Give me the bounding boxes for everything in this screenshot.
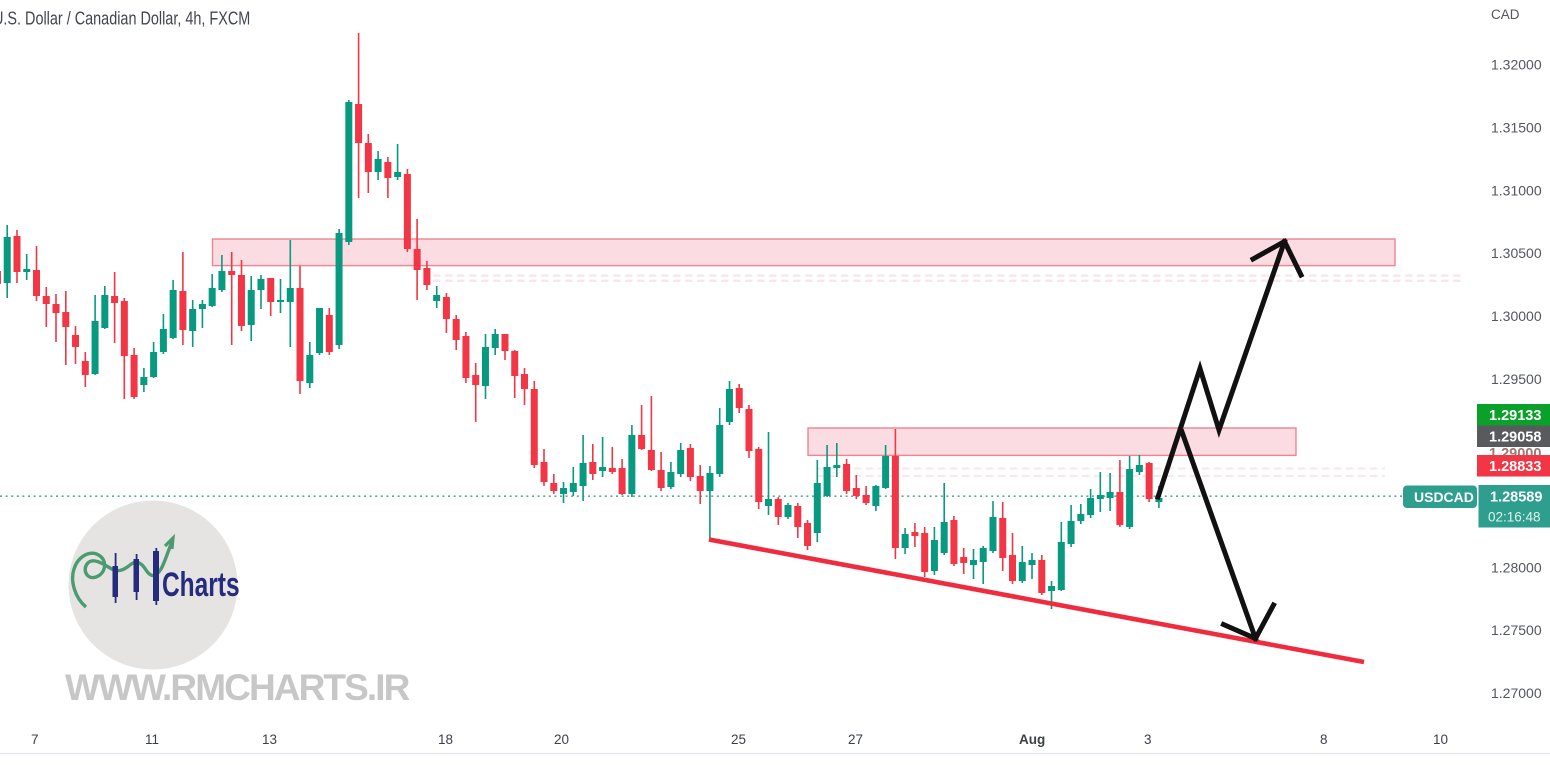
- svg-text:1.28589: 1.28589: [1490, 490, 1542, 506]
- svg-text:7: 7: [31, 732, 39, 747]
- svg-text:1.32000: 1.32000: [1491, 57, 1542, 73]
- svg-text:1.30000: 1.30000: [1491, 308, 1542, 324]
- svg-text:CAD: CAD: [1491, 7, 1520, 22]
- svg-text:11: 11: [145, 732, 159, 747]
- svg-text:1.31000: 1.31000: [1491, 183, 1542, 199]
- svg-text:8: 8: [1320, 732, 1328, 747]
- svg-text:02:16:48: 02:16:48: [1488, 510, 1541, 525]
- svg-text:27: 27: [848, 732, 863, 747]
- svg-text:1.29133: 1.29133: [1489, 408, 1541, 424]
- svg-text:WWW.RMCHARTS.IR: WWW.RMCHARTS.IR: [65, 667, 410, 708]
- svg-text:1.28833: 1.28833: [1489, 459, 1541, 475]
- svg-text:1.30500: 1.30500: [1491, 245, 1542, 261]
- svg-text:USDCAD: USDCAD: [1414, 489, 1474, 505]
- svg-text:3: 3: [1144, 732, 1152, 747]
- svg-text:1.29058: 1.29058: [1489, 430, 1541, 446]
- svg-text:U.S. Dollar / Canadian Dollar,: U.S. Dollar / Canadian Dollar, 4h, FXCM: [0, 8, 250, 29]
- svg-text:1.31500: 1.31500: [1491, 120, 1542, 136]
- svg-text:13: 13: [262, 732, 277, 747]
- svg-text:1.27000: 1.27000: [1491, 685, 1542, 701]
- svg-text:20: 20: [554, 732, 569, 747]
- svg-text:25: 25: [731, 732, 746, 747]
- svg-text:1.29500: 1.29500: [1491, 371, 1542, 387]
- svg-text:10: 10: [1433, 732, 1448, 747]
- svg-text:Aug: Aug: [1019, 732, 1045, 747]
- svg-text:1.27500: 1.27500: [1491, 622, 1542, 638]
- svg-text:18: 18: [438, 732, 453, 747]
- svg-text:1.28000: 1.28000: [1491, 560, 1542, 576]
- svg-text:Charts: Charts: [162, 566, 240, 604]
